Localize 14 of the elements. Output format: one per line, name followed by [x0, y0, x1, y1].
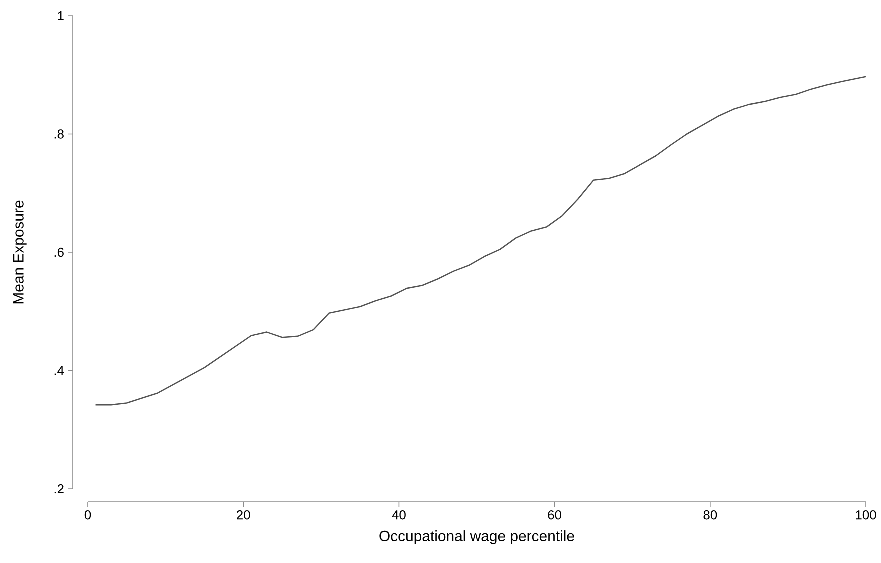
- y-tick-label: .4: [54, 366, 64, 376]
- x-tick-label: 80: [704, 510, 718, 520]
- y-tick-label: .2: [54, 484, 64, 494]
- y-axis-title: Mean Exposure: [13, 200, 27, 304]
- x-tick-label: 40: [392, 510, 406, 520]
- y-tick-label: .6: [54, 248, 64, 258]
- y-tick-label: .8: [54, 130, 64, 139]
- x-tick-label: 100: [856, 510, 876, 520]
- x-tick-label: 60: [548, 510, 562, 520]
- x-tick-label: 0: [84, 510, 92, 520]
- y-tick-label: 1: [58, 12, 64, 20]
- x-axis-title: Occupational wage percentile: [380, 530, 574, 544]
- line-series: [95, 76, 867, 406]
- x-tick-label: 20: [237, 510, 250, 520]
